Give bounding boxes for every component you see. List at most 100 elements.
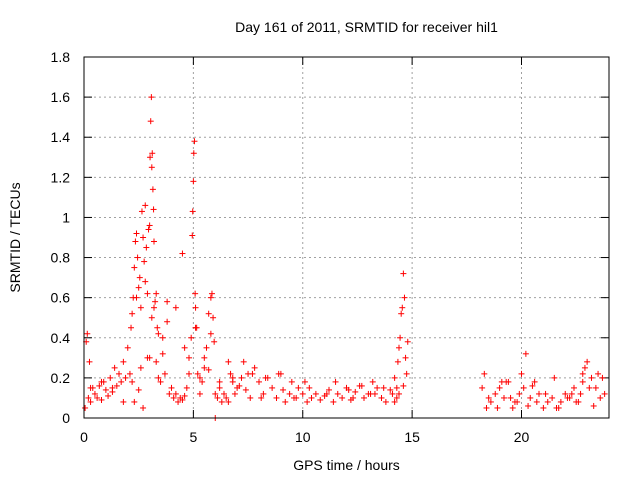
y-tick-label: 1.8 bbox=[51, 49, 71, 65]
data-point bbox=[149, 150, 156, 157]
data-point bbox=[146, 354, 153, 361]
data-point bbox=[312, 390, 319, 397]
data-point bbox=[175, 398, 182, 405]
data-point bbox=[481, 370, 488, 377]
chart-title: Day 161 of 2011, SRMTID for receiver hil… bbox=[235, 19, 498, 35]
data-point bbox=[592, 384, 599, 391]
data-point bbox=[164, 298, 171, 305]
data-point bbox=[189, 208, 196, 215]
data-point bbox=[116, 370, 122, 377]
data-point bbox=[131, 264, 138, 271]
data-point bbox=[126, 370, 133, 377]
data-point bbox=[129, 310, 136, 317]
data-point bbox=[135, 386, 142, 393]
data-point bbox=[181, 344, 188, 351]
data-point bbox=[380, 384, 387, 391]
data-point bbox=[260, 390, 267, 397]
data-point bbox=[403, 370, 410, 377]
data-point bbox=[317, 396, 324, 403]
data-point bbox=[133, 230, 140, 237]
data-point bbox=[181, 392, 188, 399]
data-point bbox=[128, 324, 135, 331]
data-point bbox=[98, 378, 105, 385]
data-point bbox=[151, 304, 157, 311]
data-point bbox=[394, 358, 401, 365]
data-point bbox=[555, 404, 562, 411]
data-point bbox=[396, 344, 402, 351]
data-point bbox=[531, 378, 538, 385]
x-tick-label: 5 bbox=[189, 429, 197, 445]
data-point bbox=[529, 382, 536, 389]
data-point bbox=[369, 378, 376, 385]
data-point bbox=[203, 344, 210, 351]
data-point bbox=[154, 324, 161, 331]
data-point bbox=[192, 324, 199, 331]
data-point bbox=[522, 350, 529, 357]
data-point bbox=[149, 186, 156, 193]
data-point bbox=[564, 394, 571, 401]
data-point bbox=[207, 330, 214, 337]
data-point bbox=[568, 390, 575, 397]
data-point bbox=[247, 394, 254, 401]
y-axis-title: SRMTID / TECUs bbox=[7, 182, 23, 292]
data-point bbox=[199, 378, 206, 385]
data-point bbox=[183, 384, 190, 391]
data-point bbox=[212, 390, 219, 397]
data-point bbox=[399, 304, 406, 311]
data-point bbox=[295, 384, 302, 391]
data-point bbox=[191, 138, 198, 145]
data-point bbox=[533, 398, 540, 405]
data-point bbox=[557, 398, 564, 405]
data-point bbox=[216, 378, 223, 385]
data-point bbox=[84, 330, 91, 337]
data-point bbox=[134, 254, 141, 261]
data-point bbox=[518, 370, 525, 377]
data-point bbox=[157, 378, 164, 385]
data-point bbox=[334, 390, 341, 397]
data-point bbox=[391, 398, 398, 405]
data-point bbox=[140, 404, 147, 411]
data-point bbox=[146, 222, 153, 229]
data-point bbox=[245, 370, 252, 377]
data-point bbox=[194, 370, 201, 377]
x-tick-label: 20 bbox=[514, 429, 530, 445]
data-point bbox=[597, 394, 604, 401]
plot-frame bbox=[83, 56, 610, 419]
data-point bbox=[586, 384, 593, 391]
data-point bbox=[544, 398, 551, 405]
data-point bbox=[345, 386, 352, 393]
data-point bbox=[509, 404, 516, 411]
data-point bbox=[166, 390, 173, 397]
data-point bbox=[155, 330, 162, 337]
data-point bbox=[511, 398, 518, 405]
data-point bbox=[87, 398, 94, 405]
data-point bbox=[595, 370, 602, 377]
data-point bbox=[496, 384, 503, 391]
x-tick-label: 0 bbox=[80, 429, 88, 445]
data-point bbox=[579, 370, 586, 377]
data-point bbox=[137, 304, 144, 311]
data-point bbox=[299, 390, 306, 397]
data-point bbox=[168, 384, 175, 391]
data-point bbox=[562, 390, 569, 397]
data-point bbox=[113, 382, 120, 389]
data-point bbox=[223, 394, 230, 401]
data-point bbox=[129, 378, 136, 385]
data-point bbox=[153, 358, 160, 365]
data-point bbox=[397, 334, 404, 341]
data-point bbox=[540, 404, 547, 411]
data-point bbox=[135, 284, 142, 291]
data-point bbox=[483, 404, 490, 411]
data-point bbox=[286, 390, 293, 397]
data-point bbox=[225, 398, 232, 405]
y-tick-label: 1 bbox=[62, 209, 70, 225]
data-point bbox=[87, 384, 94, 391]
data-point bbox=[140, 234, 147, 241]
data-point bbox=[256, 378, 262, 385]
x-tick-label: 10 bbox=[295, 429, 311, 445]
data-point bbox=[86, 358, 93, 365]
data-point bbox=[306, 384, 313, 391]
data-point bbox=[599, 374, 606, 381]
data-point bbox=[301, 378, 308, 385]
data-point bbox=[231, 390, 238, 397]
